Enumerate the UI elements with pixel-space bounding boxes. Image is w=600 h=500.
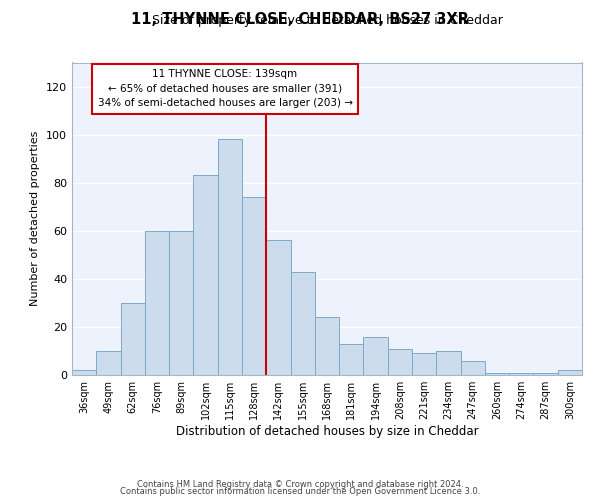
Bar: [266, 240, 290, 375]
Bar: [558, 370, 582, 375]
Text: 11, THYNNE CLOSE, CHEDDAR, BS27 3XR: 11, THYNNE CLOSE, CHEDDAR, BS27 3XR: [131, 12, 469, 28]
Text: Contains public sector information licensed under the Open Government Licence 3.: Contains public sector information licen…: [120, 488, 480, 496]
Bar: [193, 176, 218, 375]
Bar: [121, 303, 145, 375]
Text: 11 THYNNE CLOSE: 139sqm
← 65% of detached houses are smaller (391)
34% of semi-d: 11 THYNNE CLOSE: 139sqm ← 65% of detache…: [97, 68, 353, 108]
Bar: [533, 372, 558, 375]
X-axis label: Distribution of detached houses by size in Cheddar: Distribution of detached houses by size …: [176, 425, 478, 438]
Bar: [242, 197, 266, 375]
Text: Contains HM Land Registry data © Crown copyright and database right 2024.: Contains HM Land Registry data © Crown c…: [137, 480, 463, 489]
Bar: [315, 318, 339, 375]
Y-axis label: Number of detached properties: Number of detached properties: [31, 131, 40, 306]
Bar: [96, 351, 121, 375]
Bar: [412, 354, 436, 375]
Bar: [290, 272, 315, 375]
Title: Size of property relative to detached houses in Cheddar: Size of property relative to detached ho…: [152, 14, 502, 26]
Bar: [461, 360, 485, 375]
Bar: [388, 348, 412, 375]
Bar: [436, 351, 461, 375]
Bar: [72, 370, 96, 375]
Bar: [485, 372, 509, 375]
Bar: [339, 344, 364, 375]
Bar: [218, 140, 242, 375]
Bar: [364, 336, 388, 375]
Bar: [145, 231, 169, 375]
Bar: [169, 231, 193, 375]
Bar: [509, 372, 533, 375]
